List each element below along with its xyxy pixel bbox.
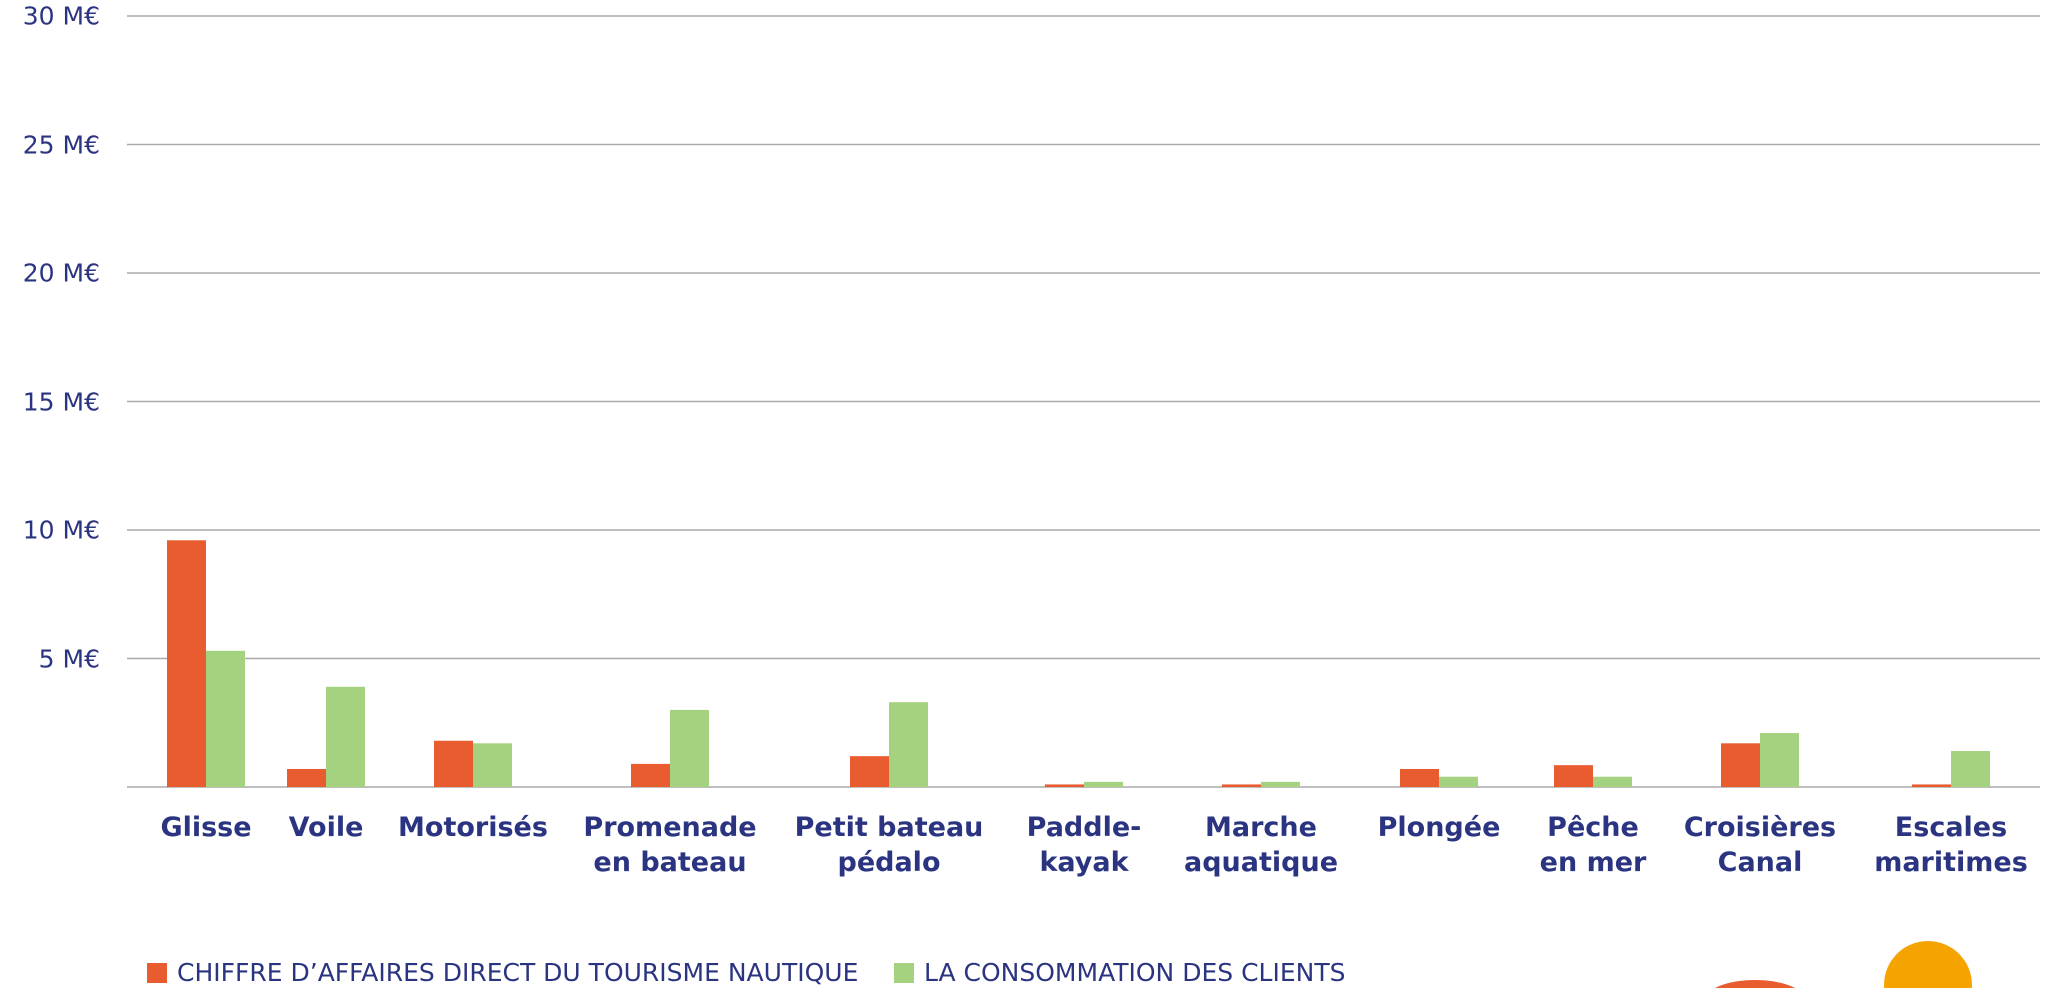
x-tick-label: Croisières Canal <box>1683 812 1837 878</box>
bar <box>1554 765 1593 787</box>
bar <box>1760 733 1799 787</box>
bar <box>167 540 206 787</box>
x-tick-label: Plongée <box>1377 812 1501 843</box>
bar <box>473 743 512 787</box>
x-tick-label: Pêche en mer <box>1539 812 1647 878</box>
legend-swatch <box>894 962 914 983</box>
decoration <box>1884 941 1972 988</box>
legend-label: CHIFFRE D’AFFAIRES DIRECT DU TOURISME NA… <box>177 958 859 987</box>
bar <box>1912 784 1951 787</box>
bar <box>1261 781 1300 787</box>
legend-item: LA CONSOMMATION DES CLIENTS <box>894 958 1345 987</box>
legend-swatch <box>147 962 167 983</box>
x-tick-label: Paddle- kayak <box>1026 812 1142 878</box>
legend-item: CHIFFRE D’AFFAIRES DIRECT DU TOURISME NA… <box>147 958 858 987</box>
y-tick-label: 15 M€ <box>22 387 100 416</box>
x-tick-label: Petit bateau pédalo <box>794 812 984 878</box>
bar <box>1951 751 1990 787</box>
x-tick-label: Promenade en bateau <box>583 812 757 878</box>
bar <box>1593 776 1632 787</box>
bar <box>1439 776 1478 787</box>
bar <box>434 740 473 787</box>
bar <box>206 650 245 787</box>
bar <box>850 756 889 787</box>
x-tick-label: Voile <box>288 812 364 843</box>
x-tick-label: Escales maritimes <box>1874 812 2028 878</box>
bar <box>889 702 928 787</box>
bar <box>326 686 365 787</box>
decoration <box>1715 980 1795 988</box>
bar <box>1400 769 1439 787</box>
y-tick-label: 25 M€ <box>22 130 100 159</box>
y-tick-label: 30 M€ <box>22 1 100 31</box>
x-tick-label: Motorisés <box>398 812 548 843</box>
y-tick-label: 10 M€ <box>22 515 100 545</box>
y-tick-label: 20 M€ <box>22 258 100 288</box>
bar <box>287 769 326 787</box>
y-tick-label: 5 M€ <box>38 644 100 673</box>
legend-label: LA CONSOMMATION DES CLIENTS <box>924 958 1346 987</box>
bar <box>1045 784 1084 787</box>
bar <box>1721 743 1760 787</box>
bar <box>1222 784 1261 787</box>
bar <box>631 763 670 787</box>
x-tick-label: Marche aquatique <box>1183 812 1339 878</box>
bar <box>670 709 709 787</box>
x-tick-label: Glisse <box>160 812 252 843</box>
bar <box>1084 781 1123 787</box>
